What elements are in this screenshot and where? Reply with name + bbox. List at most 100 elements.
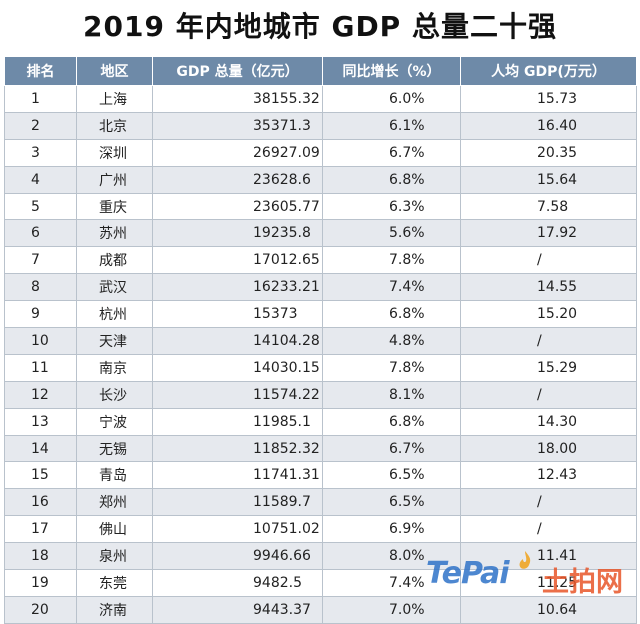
table-row: 11 南京 14030.15 7.8% 15.29 bbox=[4, 353, 637, 382]
cell-gdp-total: 15373 bbox=[152, 300, 323, 329]
cell-growth: 5.6% bbox=[322, 219, 461, 248]
cell-growth: 6.8% bbox=[322, 300, 461, 329]
cell-gdp-total: 35371.3 bbox=[152, 111, 323, 140]
cell-growth: 8.0% bbox=[322, 542, 461, 571]
table-row: 19 东莞 9482.5 7.4% 11.25 bbox=[4, 569, 637, 597]
cell-growth: 6.7% bbox=[322, 138, 461, 167]
cell-rank: 6 bbox=[4, 219, 77, 248]
table-row: 1 上海 38155.32 6.0% 15.73 bbox=[4, 85, 637, 113]
cell-gdp-per-capita: 11.41 bbox=[460, 542, 637, 571]
cell-rank: 5 bbox=[4, 192, 77, 221]
cell-region: 北京 bbox=[76, 111, 153, 140]
cell-growth: 7.4% bbox=[322, 569, 461, 597]
cell-region: 广州 bbox=[76, 165, 153, 194]
cell-gdp-per-capita: / bbox=[460, 515, 637, 544]
cell-rank: 20 bbox=[4, 595, 77, 624]
cell-growth: 8.1% bbox=[322, 380, 461, 409]
cell-rank: 16 bbox=[4, 488, 77, 517]
table-row: 18 泉州 9946.66 8.0% 11.41 bbox=[4, 542, 637, 571]
cell-gdp-per-capita: 15.20 bbox=[460, 300, 637, 329]
table-row: 9 杭州 15373 6.8% 15.20 bbox=[4, 300, 637, 329]
cell-growth: 7.4% bbox=[322, 273, 461, 302]
cell-rank: 7 bbox=[4, 246, 77, 275]
cell-region: 成都 bbox=[76, 246, 153, 275]
cell-growth: 6.1% bbox=[322, 111, 461, 140]
cell-gdp-per-capita: 14.55 bbox=[460, 273, 637, 302]
cell-gdp-per-capita: 20.35 bbox=[460, 138, 637, 167]
cell-region: 深圳 bbox=[76, 138, 153, 167]
cell-gdp-total: 23628.6 bbox=[152, 165, 323, 194]
cell-gdp-total: 11589.7 bbox=[152, 488, 323, 517]
table-row: 5 重庆 23605.77 6.3% 7.58 bbox=[4, 192, 637, 221]
cell-growth: 4.8% bbox=[322, 327, 461, 355]
cell-gdp-per-capita: 14.30 bbox=[460, 407, 637, 436]
cell-region: 济南 bbox=[76, 595, 153, 624]
cell-gdp-per-capita: 15.29 bbox=[460, 353, 637, 382]
cell-region: 苏州 bbox=[76, 219, 153, 248]
cell-region: 青岛 bbox=[76, 461, 153, 490]
gdp-ranking-table: 排名 地区 GDP 总量（亿元） 同比增长（%） 人均 GDP(万元） 1 上海 3… bbox=[4, 56, 637, 624]
cell-growth: 6.0% bbox=[322, 85, 461, 113]
cell-region: 重庆 bbox=[76, 192, 153, 221]
cell-gdp-per-capita: 18.00 bbox=[460, 434, 637, 463]
cell-growth: 7.8% bbox=[322, 353, 461, 382]
cell-gdp-total: 14030.15 bbox=[152, 353, 323, 382]
cell-growth: 6.9% bbox=[322, 515, 461, 544]
cell-growth: 7.0% bbox=[322, 595, 461, 624]
table-row: 14 无锡 11852.32 6.7% 18.00 bbox=[4, 434, 637, 463]
cell-region: 佛山 bbox=[76, 515, 153, 544]
cell-gdp-total: 11985.1 bbox=[152, 407, 323, 436]
cell-gdp-total: 11741.31 bbox=[152, 461, 323, 490]
cell-growth: 6.5% bbox=[322, 488, 461, 517]
cell-rank: 18 bbox=[4, 542, 77, 571]
cell-growth: 6.8% bbox=[322, 407, 461, 436]
cell-gdp-per-capita: / bbox=[460, 380, 637, 409]
cell-region: 南京 bbox=[76, 353, 153, 382]
watermark-chinese-text: 土拍网 bbox=[542, 567, 623, 598]
cell-rank: 17 bbox=[4, 515, 77, 544]
cell-region: 长沙 bbox=[76, 380, 153, 409]
page-title: 2019 年内地城市 GDP 总量二十强 bbox=[83, 10, 557, 43]
cell-region: 宁波 bbox=[76, 407, 153, 436]
cell-gdp-per-capita: 16.40 bbox=[460, 111, 637, 140]
cell-gdp-total: 26927.09 bbox=[152, 138, 323, 167]
table-row: 16 郑州 11589.7 6.5% / bbox=[4, 488, 637, 517]
cell-gdp-total: 14104.28 bbox=[152, 327, 323, 355]
table-body: 1 上海 38155.32 6.0% 15.73 2 北京 35371.3 6.1% 16.40 3… bbox=[4, 85, 637, 624]
table-row: 12 长沙 11574.22 8.1% / bbox=[4, 380, 637, 409]
cell-gdp-per-capita: 10.64 bbox=[460, 595, 637, 624]
cell-region: 泉州 bbox=[76, 542, 153, 571]
tepai-watermark-logo: TePai 土拍网 bbox=[426, 551, 636, 600]
table-row: 20 济南 9443.37 7.0% 10.64 bbox=[4, 595, 637, 624]
cell-gdp-total: 19235.8 bbox=[152, 219, 323, 248]
cell-gdp-per-capita: / bbox=[460, 246, 637, 275]
cell-gdp-per-capita: 12.43 bbox=[460, 461, 637, 490]
table-row: 2 北京 35371.3 6.1% 16.40 bbox=[4, 111, 637, 140]
cell-gdp-total: 9946.66 bbox=[152, 542, 323, 571]
table-row: 15 青岛 11741.31 6.5% 12.43 bbox=[4, 461, 637, 490]
cell-region: 天津 bbox=[76, 327, 153, 355]
cell-gdp-total: 10751.02 bbox=[152, 515, 323, 544]
cell-growth: 6.3% bbox=[322, 192, 461, 221]
header-region: 地区 bbox=[76, 56, 153, 86]
cell-rank: 14 bbox=[4, 434, 77, 463]
cell-growth: 6.5% bbox=[322, 461, 461, 490]
cell-rank: 10 bbox=[4, 327, 77, 355]
table-row: 7 成都 17012.65 7.8% / bbox=[4, 246, 637, 275]
header-gdp-total: GDP 总量（亿元） bbox=[152, 56, 323, 86]
cell-growth: 6.8% bbox=[322, 165, 461, 194]
cell-region: 无锡 bbox=[76, 434, 153, 463]
cell-rank: 2 bbox=[4, 111, 77, 140]
cell-gdp-total: 23605.77 bbox=[152, 192, 323, 221]
cell-gdp-total: 9443.37 bbox=[152, 595, 323, 624]
cell-gdp-total: 16233.21 bbox=[152, 273, 323, 302]
cell-region: 东莞 bbox=[76, 569, 153, 597]
flame-icon bbox=[519, 551, 531, 569]
cell-gdp-per-capita: 17.92 bbox=[460, 219, 637, 248]
cell-rank: 15 bbox=[4, 461, 77, 490]
cell-gdp-per-capita: / bbox=[460, 327, 637, 355]
table-row: 8 武汉 16233.21 7.4% 14.55 bbox=[4, 273, 637, 302]
cell-rank: 13 bbox=[4, 407, 77, 436]
cell-rank: 1 bbox=[4, 85, 77, 113]
cell-rank: 9 bbox=[4, 300, 77, 329]
